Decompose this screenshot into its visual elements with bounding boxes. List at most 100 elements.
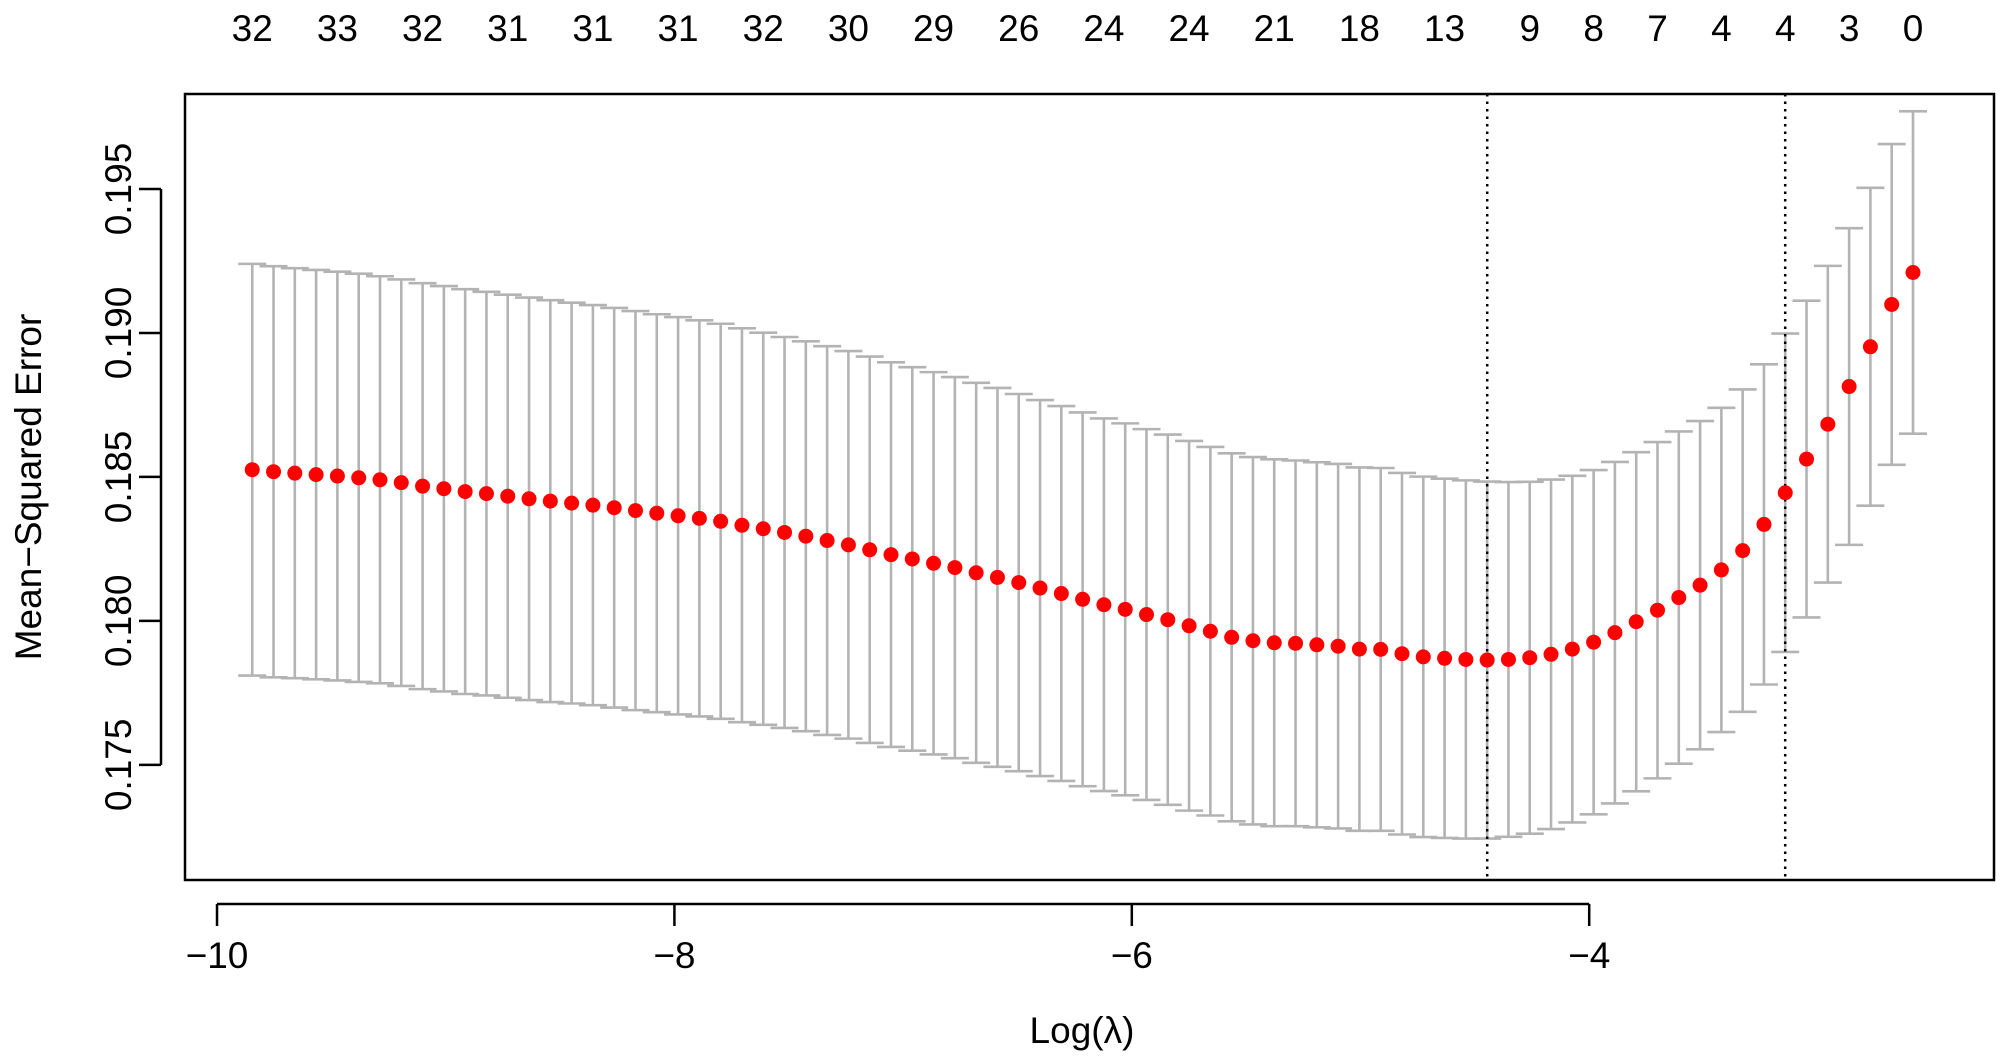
x-tick-label: −10 xyxy=(186,935,249,976)
top-axis-label: 31 xyxy=(572,8,613,49)
mse-point xyxy=(1564,641,1580,657)
mse-point xyxy=(691,510,707,526)
top-axis-label: 32 xyxy=(402,8,443,49)
mse-point xyxy=(1245,633,1261,649)
top-axis-label: 7 xyxy=(1647,8,1668,49)
mse-point xyxy=(670,508,686,524)
mse-point xyxy=(755,521,771,537)
mse-point xyxy=(1799,451,1815,467)
mse-point xyxy=(1692,577,1708,593)
mse-point xyxy=(1011,575,1027,591)
mse-point xyxy=(862,542,878,558)
top-axis-label: 18 xyxy=(1339,8,1380,49)
mse-point xyxy=(1138,607,1154,623)
mse-point xyxy=(1373,641,1389,657)
top-axis-label: 31 xyxy=(487,8,528,49)
mse-point xyxy=(1394,646,1410,662)
mse-point xyxy=(840,537,856,553)
mse-point xyxy=(649,505,665,521)
mse-point xyxy=(777,524,793,540)
mse-point xyxy=(1458,651,1474,667)
mse-point xyxy=(308,467,324,483)
plot-frame xyxy=(183,92,1996,882)
mse-point xyxy=(1905,265,1921,281)
y-axis: 0.175 0.180 0.185 0.190 0.195 xyxy=(98,143,163,812)
y-tick-label: 0.190 xyxy=(98,287,139,380)
mse-point xyxy=(1075,591,1091,607)
mse-point xyxy=(1607,625,1623,641)
mse-point xyxy=(1117,601,1133,617)
y-axis-title: Mean−Squared Error xyxy=(8,314,49,661)
mse-point xyxy=(1288,635,1304,651)
error-bars xyxy=(238,109,1927,840)
y-tick-label: 0.180 xyxy=(98,575,139,668)
top-axis-label: 30 xyxy=(828,8,869,49)
mse-point xyxy=(1543,646,1559,662)
mse-point xyxy=(904,551,920,567)
mse-point xyxy=(1586,634,1602,650)
top-axis-label: 32 xyxy=(232,8,273,49)
mse-point xyxy=(1671,590,1687,606)
mse-point xyxy=(1841,379,1857,395)
top-axis-label: 31 xyxy=(657,8,698,49)
mse-point xyxy=(585,497,601,513)
mse-point xyxy=(1756,516,1772,532)
mse-point xyxy=(926,555,942,571)
mse-point xyxy=(1522,650,1538,666)
y-tick-label: 0.175 xyxy=(98,719,139,812)
mse-point xyxy=(1096,597,1112,613)
mse-point xyxy=(478,486,494,502)
mse-point xyxy=(564,495,580,511)
top-axis-label: 3 xyxy=(1839,8,1860,49)
mse-point xyxy=(1777,485,1793,501)
mse-point xyxy=(1309,637,1325,653)
mse-point xyxy=(1415,649,1431,665)
mse-point xyxy=(1181,618,1197,634)
x-tick-label: −8 xyxy=(653,935,695,976)
mse-point xyxy=(1053,586,1069,602)
y-tick-label: 0.185 xyxy=(98,431,139,524)
mse-point xyxy=(1735,543,1751,559)
mse-point xyxy=(1266,635,1282,651)
mse-point xyxy=(457,484,473,500)
mse-point xyxy=(1500,651,1516,667)
mse-point xyxy=(1862,339,1878,355)
mse-point xyxy=(244,462,260,478)
mse-point xyxy=(393,475,409,491)
top-axis-nonzero-counts: 32 33 32 31 31 31 32 30 29 26 24 24 21 18 13 9 8 7 4 4 3 0 xyxy=(232,8,1924,49)
x-tick-label: −6 xyxy=(1111,935,1153,976)
mse-point xyxy=(1202,623,1218,639)
mse-point xyxy=(798,528,814,544)
reference-lines xyxy=(1485,94,1787,880)
top-axis-label: 9 xyxy=(1519,8,1540,49)
mse-point xyxy=(1351,641,1367,657)
top-axis-label: 33 xyxy=(317,8,358,49)
top-axis-label: 4 xyxy=(1775,8,1796,49)
mse-point xyxy=(734,517,750,533)
mse-point xyxy=(947,560,963,576)
x-axis-title: Log(λ) xyxy=(1030,1010,1135,1051)
top-axis-label: 26 xyxy=(998,8,1039,49)
top-axis-label: 13 xyxy=(1424,8,1465,49)
mse-point xyxy=(713,513,729,529)
mse-point xyxy=(606,500,622,516)
mse-point xyxy=(1330,638,1346,654)
mse-point xyxy=(1820,416,1836,432)
mse-point xyxy=(968,565,984,581)
mse-point xyxy=(287,465,303,481)
mse-point xyxy=(1032,580,1048,596)
mse-point xyxy=(351,470,367,486)
mse-point xyxy=(627,503,643,519)
top-axis-label: 24 xyxy=(1083,8,1124,49)
mse-point xyxy=(1649,602,1665,618)
top-axis-label: 4 xyxy=(1711,8,1732,49)
mse-point xyxy=(883,547,899,563)
mse-point xyxy=(521,491,537,507)
x-axis: −10 −8 −6 −4 xyxy=(186,902,1610,976)
top-axis-label: 32 xyxy=(743,8,784,49)
mse-point xyxy=(329,468,345,484)
mse-point xyxy=(1224,629,1240,645)
mse-point xyxy=(542,493,558,509)
mse-point xyxy=(989,569,1005,585)
